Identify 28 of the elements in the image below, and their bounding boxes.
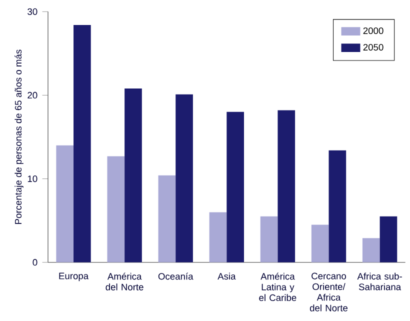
x-tick-label: América Latina y el Caribe xyxy=(259,272,296,302)
x-tick-label: Europa xyxy=(59,272,89,282)
bar xyxy=(380,216,398,262)
bar xyxy=(158,175,176,262)
bar xyxy=(226,112,244,262)
bar xyxy=(311,224,329,262)
bar xyxy=(56,145,74,262)
bar xyxy=(328,150,346,262)
bar xyxy=(362,238,380,262)
y-tick-label: 10 xyxy=(28,175,38,182)
legend-label: 2050 xyxy=(363,44,384,51)
x-tick-label: Cercano Oriente/ Africa del Norte xyxy=(310,272,348,312)
x-tick-label: América del Norte xyxy=(106,272,144,290)
y-tick-label: 0 xyxy=(32,259,38,266)
bar xyxy=(209,212,227,262)
y-tick-label: 20 xyxy=(28,92,38,99)
bar xyxy=(278,110,296,262)
legend-label: 2000 xyxy=(363,27,384,34)
x-tick-label: Africa sub-Sahariana xyxy=(357,272,402,290)
bar xyxy=(107,156,125,262)
y-tick-label: 30 xyxy=(28,8,38,15)
bar xyxy=(260,216,278,262)
x-tick-label: Oceanía xyxy=(158,272,194,280)
x-tick-label: Asia xyxy=(218,272,236,280)
bar xyxy=(176,94,193,262)
bar xyxy=(74,25,91,262)
bar xyxy=(124,88,142,262)
y-axis-title: Porcentaje de personas de 65 años o más xyxy=(14,50,24,224)
